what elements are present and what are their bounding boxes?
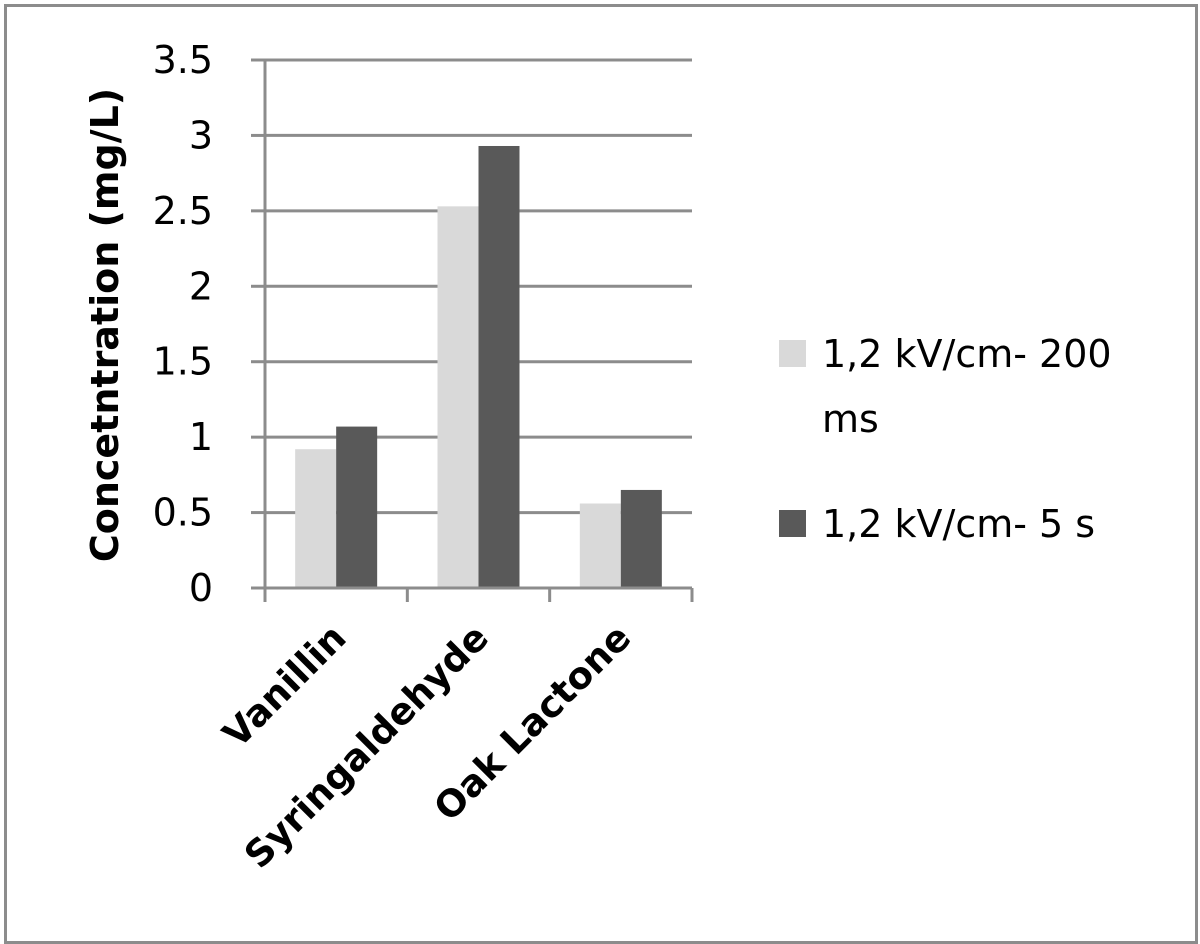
y-tick-label: 0.5 xyxy=(153,491,213,535)
legend-swatch xyxy=(779,510,806,537)
x-category-label: Vanillin xyxy=(215,616,355,756)
y-axis-label: Concetntration (mg/L) xyxy=(83,88,127,562)
axes xyxy=(251,58,694,602)
y-tick-labels: 0 0.5 1 1.5 2 2.5 3 3.5 xyxy=(153,38,213,610)
bar xyxy=(295,449,337,588)
y-tick-label: 3.5 xyxy=(153,38,213,82)
legend-label: 1,2 kV/cm- 200 xyxy=(822,332,1112,376)
y-tick-label: 2.5 xyxy=(153,189,213,233)
y-tick-label: 0 xyxy=(189,566,213,610)
bar xyxy=(478,145,520,588)
legend-label: 1,2 kV/cm- 5 s xyxy=(822,502,1095,546)
y-tick-label: 2 xyxy=(189,264,213,308)
bar xyxy=(579,503,621,588)
bar xyxy=(336,426,378,588)
legend: 1,2 kV/cm- 200 ms 1,2 kV/cm- 5 s xyxy=(779,332,1112,546)
y-tick-label: 3 xyxy=(189,113,213,157)
bars xyxy=(295,145,662,588)
bar xyxy=(437,206,479,588)
chart-frame xyxy=(4,4,1198,944)
legend-item: 1,2 kV/cm- 200 ms xyxy=(779,332,1112,441)
bar xyxy=(620,489,662,588)
legend-label: ms xyxy=(822,397,879,441)
x-category-label: Syringaldehyde xyxy=(236,616,497,877)
legend-item: 1,2 kV/cm- 5 s xyxy=(779,502,1095,546)
y-tick-label: 1.5 xyxy=(153,340,213,384)
legend-swatch xyxy=(779,340,806,367)
y-tick-label: 1 xyxy=(189,415,213,459)
